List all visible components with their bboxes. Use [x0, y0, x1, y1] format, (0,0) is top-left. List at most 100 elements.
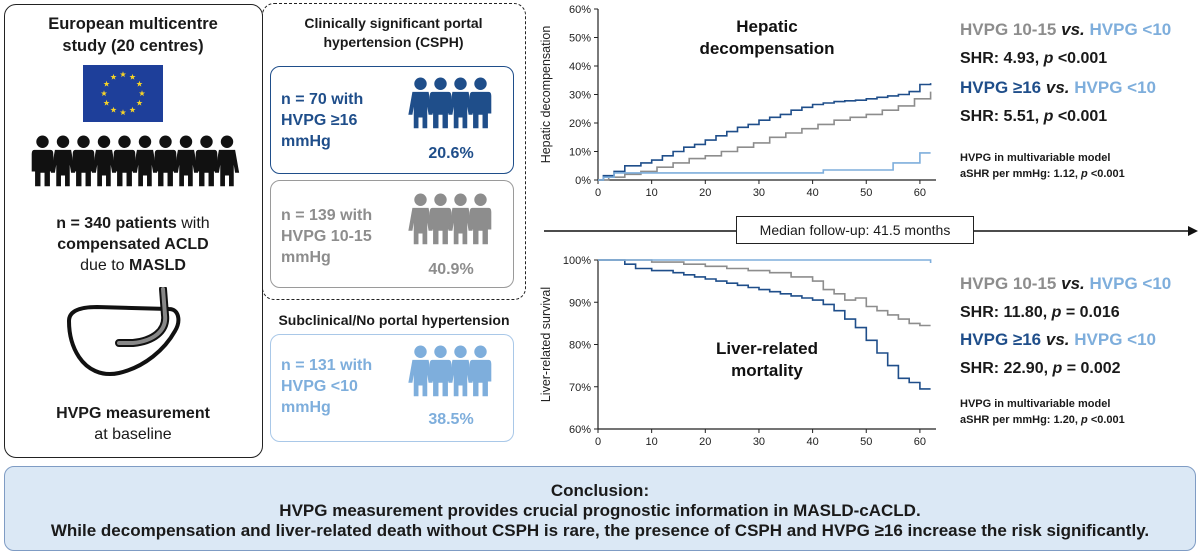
stats-top-shr2: SHR: 5.51, p <0.001	[960, 108, 1171, 126]
group-hvpg10-people-icon	[408, 345, 492, 397]
patients-description: n = 340 patients with compensated ACLD d…	[5, 213, 261, 276]
man-icon	[113, 135, 136, 187]
series-line-HVPG ≥16	[598, 83, 932, 181]
x-tick-label: 60	[914, 436, 926, 448]
man-icon	[429, 193, 452, 245]
csph-title-line2: hypertension (CSPH)	[323, 34, 464, 50]
x-tick-label: 30	[753, 187, 765, 199]
woman-icon	[91, 135, 117, 187]
stats-top-model-val: aSHR per mmHg: 1.12, p <0.001	[960, 168, 1171, 180]
study-title-line1: European multicentre	[48, 15, 218, 33]
x-tick-label: 40	[806, 187, 818, 199]
woman-icon	[214, 135, 240, 187]
woman-icon	[448, 77, 473, 129]
eu-star-icon	[136, 80, 143, 87]
woman-icon	[448, 193, 473, 245]
stats-top-cmp2-b: HVPG <10	[1074, 78, 1156, 97]
stats-top-model-value: <0.001	[1087, 168, 1125, 180]
group-hvpg16-people-icon	[408, 77, 492, 129]
y-tick-label: 20%	[569, 118, 591, 130]
eu-star-icon	[119, 71, 127, 78]
stats-top-shr2-p: p	[1043, 108, 1054, 125]
x-tick-label: 40	[806, 436, 818, 448]
group-hvpg1015-box: n = 139 with HVPG 10-15 mmHg 40.9%	[270, 180, 514, 288]
group-hvpg16-hvpg: HVPG ≥16	[281, 112, 358, 129]
stats-top-shr1-label: SHR: 4.93,	[960, 50, 1044, 67]
group-hvpg16-text: n = 70 with HVPG ≥16 mmHg	[281, 89, 363, 152]
stats-top-cmp2-a: HVPG ≥16	[960, 78, 1042, 97]
stats-top-cmp1-vs: vs.	[1056, 20, 1090, 39]
study-title: European multicentre study (20 centres)	[5, 13, 261, 57]
etiology-text: MASLD	[129, 257, 186, 274]
man-icon	[469, 345, 492, 397]
conclusion-box: Conclusion: HVPG measurement provides cr…	[4, 466, 1196, 551]
group-hvpg10-box: n = 131 with HVPG <10 mmHg 38.5%	[270, 334, 514, 442]
x-tick-label: 50	[860, 187, 872, 199]
chart-title-line2: mortality	[731, 361, 803, 380]
series-line-HVPG 10-15	[598, 259, 931, 327]
group-hvpg1015-people-icon	[408, 193, 492, 245]
group-hvpg10-n: n = 131 with	[281, 357, 373, 374]
eu-star-icon	[110, 73, 117, 80]
x-tick-label: 50	[860, 436, 872, 448]
stats-bottom-model-val: aSHR per mmHg: 1.20, p <0.001	[960, 414, 1171, 426]
y-tick-label: 70%	[569, 382, 591, 394]
man-icon	[429, 77, 452, 129]
stats-top-model-title: HVPG in multivariable model	[960, 152, 1111, 164]
eu-star-icon	[110, 106, 117, 113]
chart-title-line1: Liver-related	[716, 339, 818, 358]
stats-top-shr1: SHR: 4.93, p <0.001	[960, 50, 1171, 68]
y-axis-label: Liver-related survival	[539, 287, 553, 402]
stats-bottom-shr2-val: = 0.002	[1062, 360, 1121, 377]
woman-icon	[408, 345, 433, 397]
stats-bottom-cmp1-vs: vs.	[1056, 274, 1090, 293]
x-tick-label: 60	[914, 187, 926, 199]
measurement-text: HVPG measurement	[56, 405, 210, 422]
stats-top-cmp2-vs: vs.	[1041, 78, 1075, 97]
stats-top-cmp1: HVPG 10-15 vs. HVPG <10	[960, 20, 1171, 40]
y-tick-label: 40%	[569, 61, 591, 73]
stats-top-model-p: p	[1081, 168, 1088, 180]
study-overview-panel: European multicentre study (20 centres) …	[4, 4, 263, 458]
stats-bottom-model-label: aSHR per mmHg: 1.20,	[960, 414, 1082, 426]
y-tick-label: 0%	[575, 175, 591, 187]
man-icon	[429, 345, 452, 397]
patients-count: n = 340 patients	[56, 215, 177, 232]
group-hvpg1015-n: n = 139 with	[281, 207, 373, 224]
stats-bottom-shr2: SHR: 22.90, p = 0.002	[960, 360, 1171, 378]
y-tick-label: 30%	[569, 90, 591, 102]
stats-bottom-cmp1-b: HVPG <10	[1089, 274, 1172, 293]
y-tick-label: 10%	[569, 147, 591, 159]
group-hvpg1015-percent: 40.9%	[428, 261, 474, 278]
stats-bottom: HVPG 10-15 vs. HVPG <10 SHR: 11.80, p = …	[960, 274, 1171, 426]
eu-flag-icon	[83, 65, 163, 122]
chart-title-line1: Hepatic	[736, 17, 797, 36]
group-hvpg16-unit: mmHg	[281, 133, 331, 150]
stats-bottom-cmp2-b: HVPG <10	[1074, 330, 1156, 349]
stats-bottom-model-p: p	[1081, 414, 1088, 426]
conclusion-line1: HVPG measurement provides crucial progno…	[279, 501, 921, 520]
group-hvpg16-percent: 20.6%	[428, 145, 474, 162]
patients-with-text: with	[176, 215, 210, 232]
stats-bottom-shr1-val: = 0.016	[1061, 304, 1120, 321]
series-line-HVPG <10	[598, 152, 931, 181]
study-title-line2: study (20 centres)	[62, 37, 204, 55]
woman-icon	[408, 193, 433, 245]
stats-bottom-cmp1-a: HVPG 10-15	[960, 274, 1057, 293]
stats-top: HVPG 10-15 vs. HVPG <10 SHR: 4.93, p <0.…	[960, 20, 1171, 180]
group-hvpg16-box: n = 70 with HVPG ≥16 mmHg 20.6%	[270, 66, 514, 174]
woman-icon	[173, 135, 199, 187]
eu-star-icon	[129, 106, 136, 113]
stats-top-model-label: aSHR per mmHg: 1.12,	[960, 168, 1082, 180]
followup-label: Median follow-up: 41.5 months	[736, 216, 974, 244]
stats-bottom-shr1: SHR: 11.80, p = 0.016	[960, 304, 1171, 322]
stats-top-shr1-p: p	[1043, 50, 1054, 67]
eu-star-icon	[136, 99, 143, 106]
stats-bottom-cmp1: HVPG 10-15 vs. HVPG <10	[960, 274, 1171, 294]
measurement-description: HVPG measurement at baseline	[5, 403, 261, 445]
decompensation-chart: 0% 10% 20% 30% 40% 50% 60% 0 10 20 30 40 50 60 Hepatic…	[539, 4, 936, 199]
series-line-HVPG ≥16	[598, 259, 931, 390]
stats-bottom-model-value: <0.001	[1087, 414, 1125, 426]
series-line-HVPG 10-15	[598, 91, 932, 181]
baseline-text: at baseline	[94, 426, 172, 443]
